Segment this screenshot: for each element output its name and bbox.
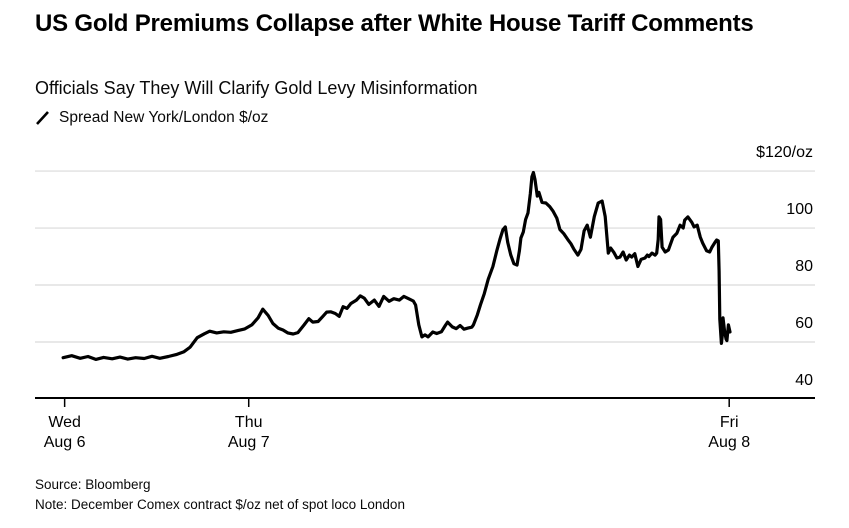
x-axis-label-thu: Thu Aug 7 bbox=[228, 413, 270, 453]
footer: Source: Bloomberg Note: December Comex c… bbox=[35, 475, 405, 514]
chart-subtitle: Officials Say They Will Clarify Gold Lev… bbox=[35, 78, 478, 98]
y-axis-label-60: 60 bbox=[795, 315, 813, 332]
spread-series-line bbox=[61, 170, 732, 361]
line-series-icon bbox=[36, 110, 49, 125]
chart-title: US Gold Premiums Collapse after White Ho… bbox=[35, 10, 754, 37]
x-axis-label-wed: Wed Aug 6 bbox=[44, 413, 86, 453]
x-axis-date: Aug 6 bbox=[43, 434, 86, 451]
x-axis-day: Thu bbox=[234, 414, 263, 431]
contract-note: Note: December Comex contract $/oz net o… bbox=[35, 496, 405, 512]
y-axis-label-80: 80 bbox=[795, 258, 813, 276]
legend: Spread New York/London $/oz bbox=[35, 108, 268, 127]
y-axis-label-120: $120/oz bbox=[756, 144, 813, 162]
y-axis-label-40: 40 bbox=[795, 372, 813, 389]
source-note: Source: Bloomberg bbox=[35, 477, 151, 492]
y-axis-label-100: 100 bbox=[786, 201, 813, 219]
x-axis-date: Aug 7 bbox=[227, 434, 270, 451]
x-axis-date: Aug 8 bbox=[708, 434, 751, 451]
spread-line-chart bbox=[35, 170, 815, 407]
x-axis-day: Fri bbox=[719, 414, 739, 431]
x-axis-day: Wed bbox=[48, 414, 81, 431]
plot-area bbox=[35, 140, 815, 410]
x-axis-label-fri: Fri Aug 8 bbox=[708, 413, 750, 453]
legend-label: Spread New York/London $/oz bbox=[59, 109, 269, 126]
